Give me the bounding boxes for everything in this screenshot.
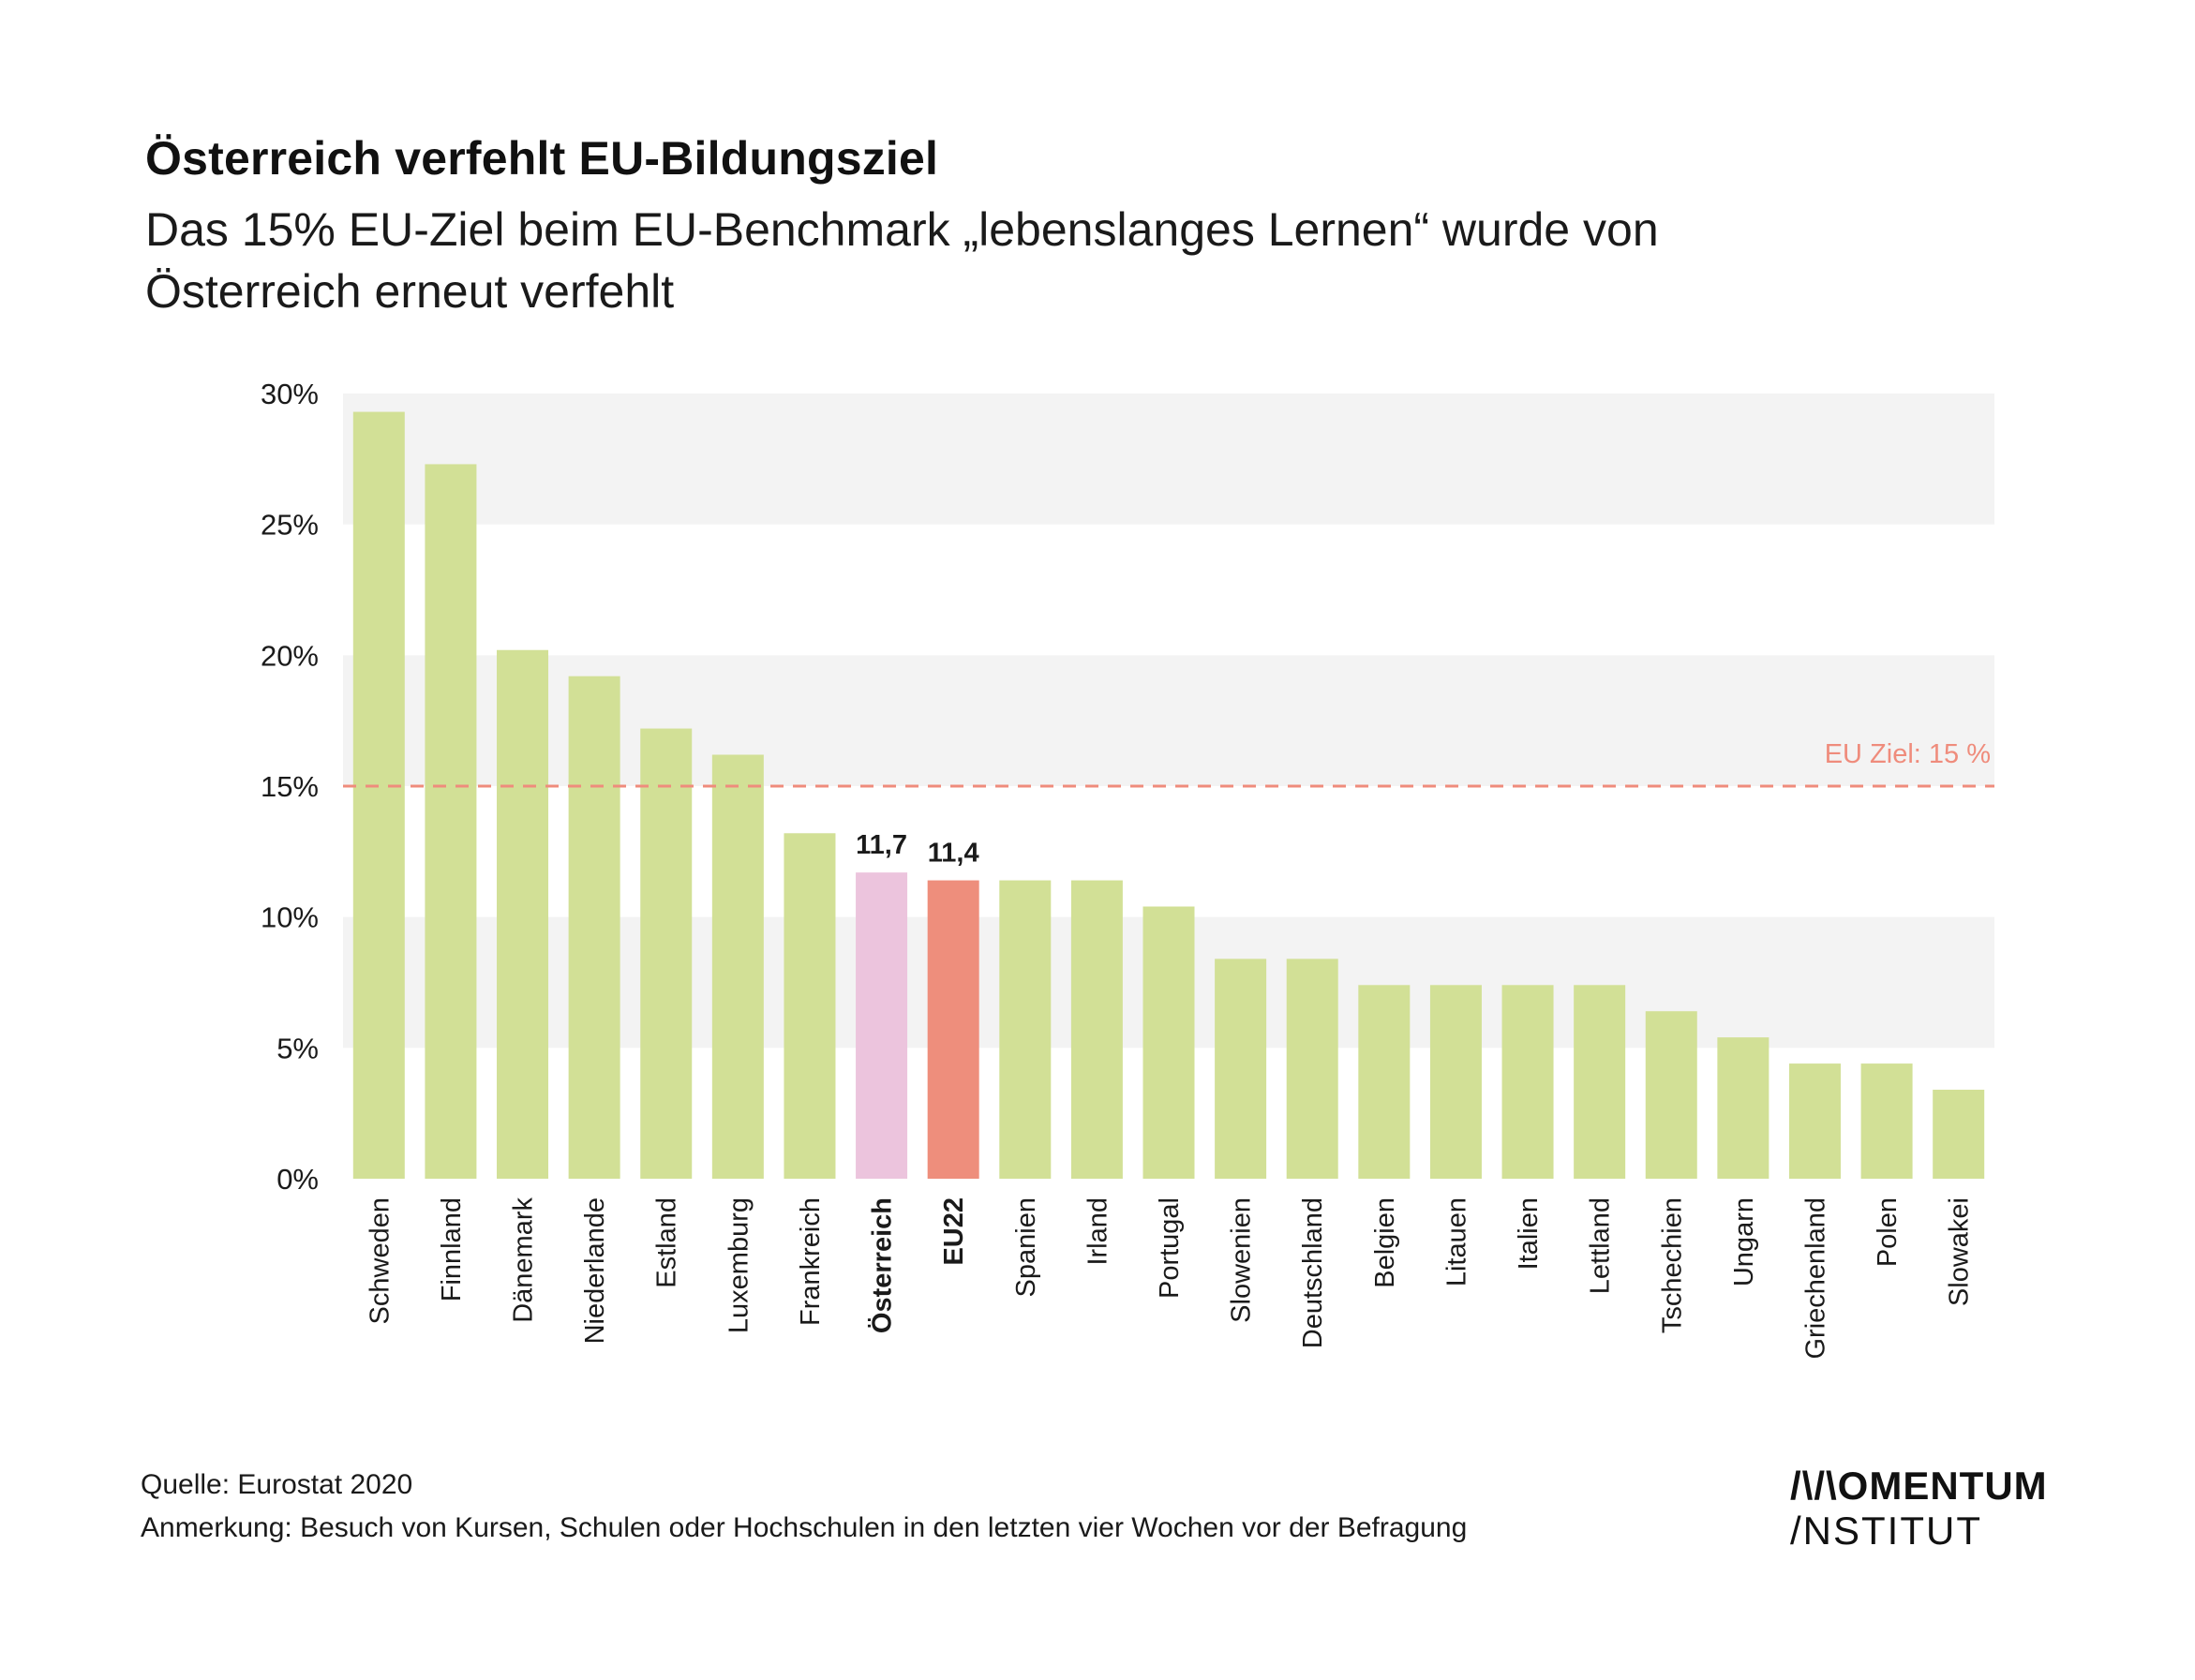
y-tick-label: 20% — [261, 639, 319, 672]
x-tick-label: Polen — [1873, 1197, 1903, 1267]
bar — [425, 464, 477, 1179]
x-tick-label: Estland — [652, 1197, 682, 1288]
x-tick-label: Dänemark — [509, 1197, 539, 1323]
bar — [711, 754, 764, 1179]
chart-subtitle: Das 15% EU-Ziel beim EU-Benchmark „leben… — [145, 203, 1659, 318]
x-tick-label: Italien — [1514, 1197, 1544, 1270]
x-tick-label: Portugal — [1155, 1197, 1185, 1299]
x-tick-label: Niederlande — [580, 1197, 610, 1344]
bar — [1142, 906, 1195, 1179]
bar — [1070, 880, 1123, 1179]
background-band — [343, 394, 1994, 525]
x-tick-label: Luxemburg — [724, 1197, 754, 1333]
data-label: 11,7 — [856, 830, 907, 860]
bar — [1286, 959, 1338, 1179]
bar — [1574, 985, 1626, 1179]
bar — [568, 676, 620, 1179]
bar-chart: 0%5%10%15%20%25%30% EU Ziel: 15 % 11,7 11… — [261, 378, 1994, 1360]
x-tick-label: Slowakei — [1945, 1197, 1975, 1306]
bar — [1215, 959, 1267, 1179]
x-tick-label: Belgien — [1370, 1197, 1400, 1288]
reference-line-label: EU Ziel: 15 % — [1825, 739, 1991, 769]
bar — [1429, 985, 1482, 1179]
bar — [1717, 1037, 1769, 1179]
x-tick-label: Irland — [1083, 1197, 1112, 1266]
x-tick-label: Litauen — [1441, 1197, 1471, 1286]
logo-line-2: /NSTITUT — [1790, 1509, 1982, 1553]
data-labels: 11,7 11,4 — [856, 830, 978, 868]
y-tick-label: 5% — [276, 1032, 319, 1064]
bar — [352, 411, 405, 1179]
chart-title: Österreich verfehlt EU-Bildungsziel — [145, 132, 939, 185]
bar — [640, 728, 693, 1179]
bars — [352, 411, 1985, 1179]
data-label: 11,4 — [928, 839, 979, 869]
source-note: Quelle: Eurostat 2020 — [141, 1469, 413, 1500]
bar — [856, 872, 908, 1179]
bar — [497, 649, 549, 1179]
annotation-note: Anmerkung: Besuch von Kursen, Schulen od… — [141, 1512, 1468, 1543]
x-axis-ticks: Schweden Finnland Dänemark Niederlande Estla… — [365, 1197, 1974, 1360]
y-tick-label: 30% — [261, 378, 319, 410]
x-tick-label: Deutschland — [1298, 1197, 1328, 1348]
bar — [1358, 985, 1411, 1179]
bar — [1788, 1063, 1841, 1179]
bar — [1501, 985, 1554, 1179]
bar — [784, 833, 836, 1179]
y-tick-label: 0% — [276, 1163, 319, 1196]
x-tick-label: Österreich — [867, 1197, 898, 1333]
y-tick-label: 15% — [261, 770, 319, 803]
x-tick-label: Tschechien — [1657, 1197, 1687, 1333]
x-tick-label: Griechenland — [1800, 1197, 1830, 1360]
logo-line-1: /\/\OMENTUM — [1790, 1464, 2048, 1508]
y-axis-ticks: 0% 5% 10% 15% 20% 25% 30% — [261, 378, 319, 1196]
x-tick-label: Finnland — [437, 1197, 467, 1301]
x-tick-label: Schweden — [365, 1197, 395, 1324]
reference-line-group: EU Ziel: 15 % — [343, 739, 1994, 788]
x-tick-label: Frankreich — [796, 1197, 826, 1326]
bar — [999, 880, 1052, 1179]
x-tick-label: Spanien — [1011, 1197, 1041, 1297]
momentum-institut-logo: /\/\OMENTUM /NSTITUT — [1790, 1464, 2071, 1554]
x-tick-label: Ungarn — [1729, 1197, 1759, 1286]
x-tick-label: Slowenien — [1227, 1197, 1257, 1323]
bar — [1860, 1063, 1913, 1179]
x-tick-label: EU22 — [939, 1197, 969, 1266]
y-tick-label: 25% — [261, 509, 319, 542]
x-tick-label: Lettland — [1586, 1197, 1616, 1294]
y-tick-label: 10% — [261, 901, 319, 934]
bar — [1645, 1011, 1697, 1179]
bar — [1933, 1090, 1985, 1179]
bar — [927, 880, 979, 1179]
